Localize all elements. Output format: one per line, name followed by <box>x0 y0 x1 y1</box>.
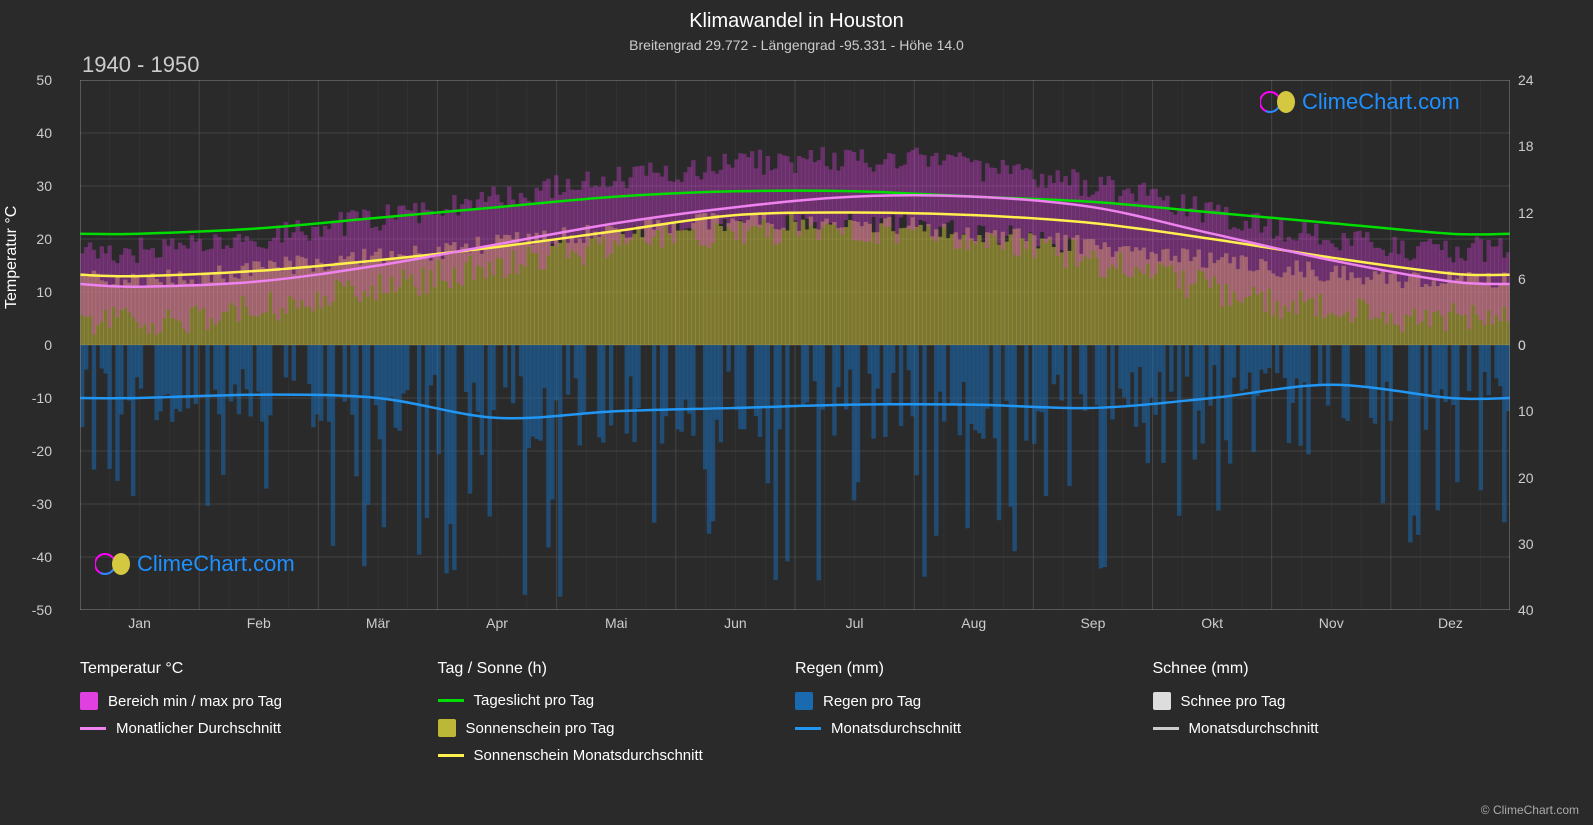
chart-plot-area <box>80 80 1510 610</box>
legend-swatch <box>795 692 813 710</box>
legend-header: Schnee (mm) <box>1153 660 1511 678</box>
y-left-tick: -20 <box>32 443 52 459</box>
y-right-bottom-tick: 40 <box>1518 602 1534 618</box>
brand-text: ClimeChart.com <box>137 551 295 577</box>
watermark-top: ClimeChart.com <box>1260 88 1460 116</box>
legend-header: Temperatur °C <box>80 660 438 678</box>
legend-label: Monatsdurchschnitt <box>1189 720 1319 737</box>
legend-label: Sonnenschein Monatsdurchschnitt <box>474 747 703 764</box>
x-tick: Jun <box>724 615 747 631</box>
copyright: © ClimeChart.com <box>1481 803 1579 817</box>
y-left-tick: -50 <box>32 602 52 618</box>
legend-swatch <box>1153 692 1171 710</box>
legend-column: Schnee (mm) Schnee pro Tag Monatsdurchschn… <box>1153 660 1511 774</box>
y-left-tick: 0 <box>44 337 52 353</box>
legend-header: Tag / Sonne (h) <box>438 660 796 678</box>
legend-label: Tageslicht pro Tag <box>474 692 595 709</box>
y-left-tick: 30 <box>36 178 52 194</box>
legend-swatch <box>438 699 464 702</box>
y-axis-right-top: 06121824 <box>1510 80 1560 345</box>
y-left-tick: 10 <box>36 284 52 300</box>
legend-swatch <box>795 727 821 730</box>
legend-label: Sonnenschein pro Tag <box>466 720 615 737</box>
legend-column: Tag / Sonne (h) Tageslicht pro Tag Sonnens… <box>438 660 796 774</box>
legend-label: Schnee pro Tag <box>1181 693 1286 710</box>
legend-swatch <box>80 692 98 710</box>
x-tick: Jul <box>846 615 864 631</box>
legend-label: Bereich min / max pro Tag <box>108 693 282 710</box>
legend-swatch <box>1153 727 1179 730</box>
y-left-tick: 20 <box>36 231 52 247</box>
x-tick: Mär <box>366 615 390 631</box>
x-tick: Apr <box>486 615 508 631</box>
y-axis-left: -50-40-30-20-1001020304050 <box>0 80 60 610</box>
y-right-top-tick: 18 <box>1518 138 1534 154</box>
legend-header: Regen (mm) <box>795 660 1153 678</box>
y-right-bottom-tick: 20 <box>1518 470 1534 486</box>
watermark-bottom: ClimeChart.com <box>95 550 295 578</box>
y-right-bottom-tick: 30 <box>1518 536 1534 552</box>
y-left-tick: -30 <box>32 496 52 512</box>
legend-label: Regen pro Tag <box>823 693 921 710</box>
x-tick: Aug <box>961 615 986 631</box>
legend-column: Temperatur °C Bereich min / max pro Tag Mo… <box>80 660 438 774</box>
y-left-tick: -40 <box>32 549 52 565</box>
chart-subtitle: Breitengrad 29.772 - Längengrad -95.331 … <box>0 33 1593 53</box>
legend-label: Monatsdurchschnitt <box>831 720 961 737</box>
year-range: 1940 - 1950 <box>82 52 199 78</box>
x-tick: Mai <box>605 615 628 631</box>
legend-item: Tageslicht pro Tag <box>438 692 796 709</box>
brand-logo-icon <box>95 550 131 578</box>
legend-item: Schnee pro Tag <box>1153 692 1511 710</box>
x-tick: Dez <box>1438 615 1463 631</box>
y-left-tick: 40 <box>36 125 52 141</box>
legend-swatch <box>80 727 106 730</box>
y-left-tick: -10 <box>32 390 52 406</box>
y-right-bottom-tick: 0 <box>1518 337 1526 353</box>
legend: Temperatur °C Bereich min / max pro Tag Mo… <box>80 660 1510 774</box>
y-right-bottom-tick: 10 <box>1518 403 1534 419</box>
x-tick: Jan <box>128 615 151 631</box>
y-axis-right-bottom: 010203040 <box>1510 345 1560 610</box>
x-tick: Okt <box>1201 615 1223 631</box>
y-right-top-tick: 12 <box>1518 205 1534 221</box>
x-tick: Feb <box>247 615 271 631</box>
legend-item: Sonnenschein pro Tag <box>438 719 796 737</box>
x-axis: Jan Feb Mär Apr Mai Jun Jul Aug Sep Okt Nov Dez <box>80 615 1510 645</box>
legend-item: Monatlicher Durchschnitt <box>80 720 438 737</box>
x-tick: Nov <box>1319 615 1344 631</box>
legend-item: Monatsdurchschnitt <box>1153 720 1511 737</box>
brand-text: ClimeChart.com <box>1302 89 1460 115</box>
x-tick: Sep <box>1080 615 1105 631</box>
legend-item: Regen pro Tag <box>795 692 1153 710</box>
legend-item: Monatsdurchschnitt <box>795 720 1153 737</box>
legend-swatch <box>438 754 464 757</box>
y-right-top-tick: 24 <box>1518 72 1534 88</box>
chart-title: Klimawandel in Houston <box>0 0 1593 33</box>
legend-item: Sonnenschein Monatsdurchschnitt <box>438 747 796 764</box>
y-right-top-tick: 6 <box>1518 271 1526 287</box>
legend-item: Bereich min / max pro Tag <box>80 692 438 710</box>
legend-label: Monatlicher Durchschnitt <box>116 720 281 737</box>
legend-swatch <box>438 719 456 737</box>
chart-svg <box>80 80 1510 610</box>
brand-logo-icon <box>1260 88 1296 116</box>
legend-column: Regen (mm) Regen pro Tag Monatsdurchschnit… <box>795 660 1153 774</box>
y-left-tick: 50 <box>36 72 52 88</box>
